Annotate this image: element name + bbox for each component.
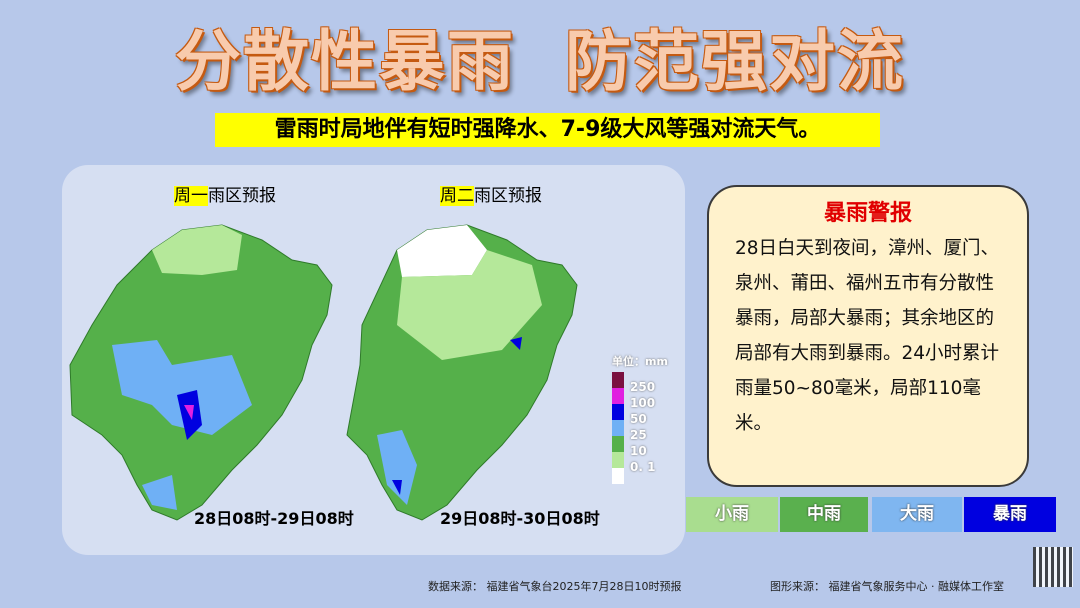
subtitle: 雷雨时局地伴有短时强降水、7-9级大风等强对流天气。 bbox=[215, 113, 880, 147]
legend-label: 10 bbox=[630, 444, 647, 458]
legend-unit: 单位：mm bbox=[612, 355, 668, 368]
legend-item: 100 bbox=[612, 388, 668, 410]
page-title: 分散性暴雨 防范强对流 bbox=[175, 23, 905, 100]
map-title-rest: 雨区预报 bbox=[474, 186, 542, 206]
category-light-rain: 小雨 bbox=[686, 497, 778, 532]
warning-title: 暴雨警报 bbox=[823, 201, 912, 226]
map-monday bbox=[69, 224, 333, 521]
legend-item: 25 bbox=[612, 420, 668, 442]
map-title-highlight: 周一 bbox=[174, 186, 208, 206]
legend-label: 25 bbox=[630, 428, 647, 442]
legend-label: 100 bbox=[630, 396, 656, 410]
map-title-rest: 雨区预报 bbox=[208, 186, 276, 206]
legend-swatch bbox=[612, 404, 624, 420]
map-title-mon: 周一雨区预报 bbox=[174, 181, 276, 206]
legend-item: 50 bbox=[612, 404, 668, 426]
rain-maps bbox=[69, 224, 578, 521]
category-rainstorm: 暴雨 bbox=[964, 497, 1056, 532]
legend-item: 0. 1 bbox=[612, 452, 668, 474]
rain-legend: 单位：mm 250 100 50 25 10 0. 1 bbox=[612, 353, 668, 484]
data-source: 数据来源： 福建省气象台2025年7月28日10时预报 bbox=[428, 580, 682, 593]
warning-text: 28日白天到夜间，漳州、厦门、泉州、莆田、福州五市有分散性暴雨，局部大暴雨；其余… bbox=[735, 238, 1000, 434]
legend-label: 0. 1 bbox=[630, 460, 656, 474]
graphic-source: 图形来源： 福建省气象服务中心 · 融媒体工作室 bbox=[770, 580, 1004, 593]
map-tuesday bbox=[346, 224, 578, 521]
warning-box: 暴雨警报 28日白天到夜间，漳州、厦门、泉州、莆田、福州五市有分散性暴雨，局部大… bbox=[707, 185, 1029, 487]
legend-swatch bbox=[612, 420, 624, 436]
legend-label: 50 bbox=[630, 412, 647, 426]
map-title-highlight: 周二 bbox=[440, 186, 474, 206]
legend-item bbox=[612, 468, 668, 484]
maps-panel: 周一雨区预报 周二雨区预报 28日08时-29日08时 29日08时-30日08… bbox=[62, 165, 685, 555]
map-date-tue: 29日08时-30日08时 bbox=[440, 509, 600, 528]
legend-swatch bbox=[612, 452, 624, 468]
map-title-tue: 周二雨区预报 bbox=[440, 181, 542, 206]
category-moderate-rain: 中雨 bbox=[780, 497, 868, 532]
legend-item: 10 bbox=[612, 436, 668, 458]
legend-swatch bbox=[612, 436, 624, 452]
qr-code-icon bbox=[1033, 547, 1073, 587]
category-heavy-rain: 大雨 bbox=[872, 497, 962, 532]
legend-swatch bbox=[612, 372, 624, 388]
legend-swatch bbox=[612, 468, 624, 484]
legend-item: 250 bbox=[612, 372, 668, 394]
map-date-mon: 28日08时-29日08时 bbox=[194, 509, 354, 528]
legend-swatch bbox=[612, 388, 624, 404]
legend-label: 250 bbox=[630, 380, 656, 394]
